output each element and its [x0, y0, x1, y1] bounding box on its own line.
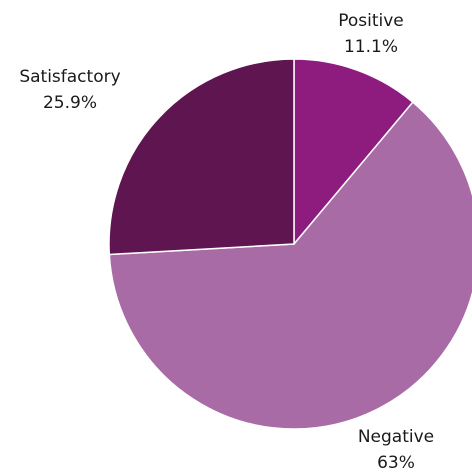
pie-labels: Positive 11.1% Negative 63% Satisfactory 25.9…	[19, 11, 434, 473]
slice-value-satisfactory: 25.9%	[43, 93, 97, 113]
slice-label-negative: Negative	[358, 427, 434, 447]
pie-slice-positive	[293, 58, 414, 247]
pie-slice-satisfactory	[108, 58, 295, 256]
slice-label-satisfactory: Satisfactory	[19, 67, 120, 87]
slice-value-positive: 11.1%	[344, 37, 398, 57]
pie-slices	[108, 58, 472, 430]
slice-value-negative: 63%	[377, 453, 415, 471]
slice-label-positive: Positive	[338, 11, 404, 31]
pie-slice-negative	[108, 101, 472, 430]
